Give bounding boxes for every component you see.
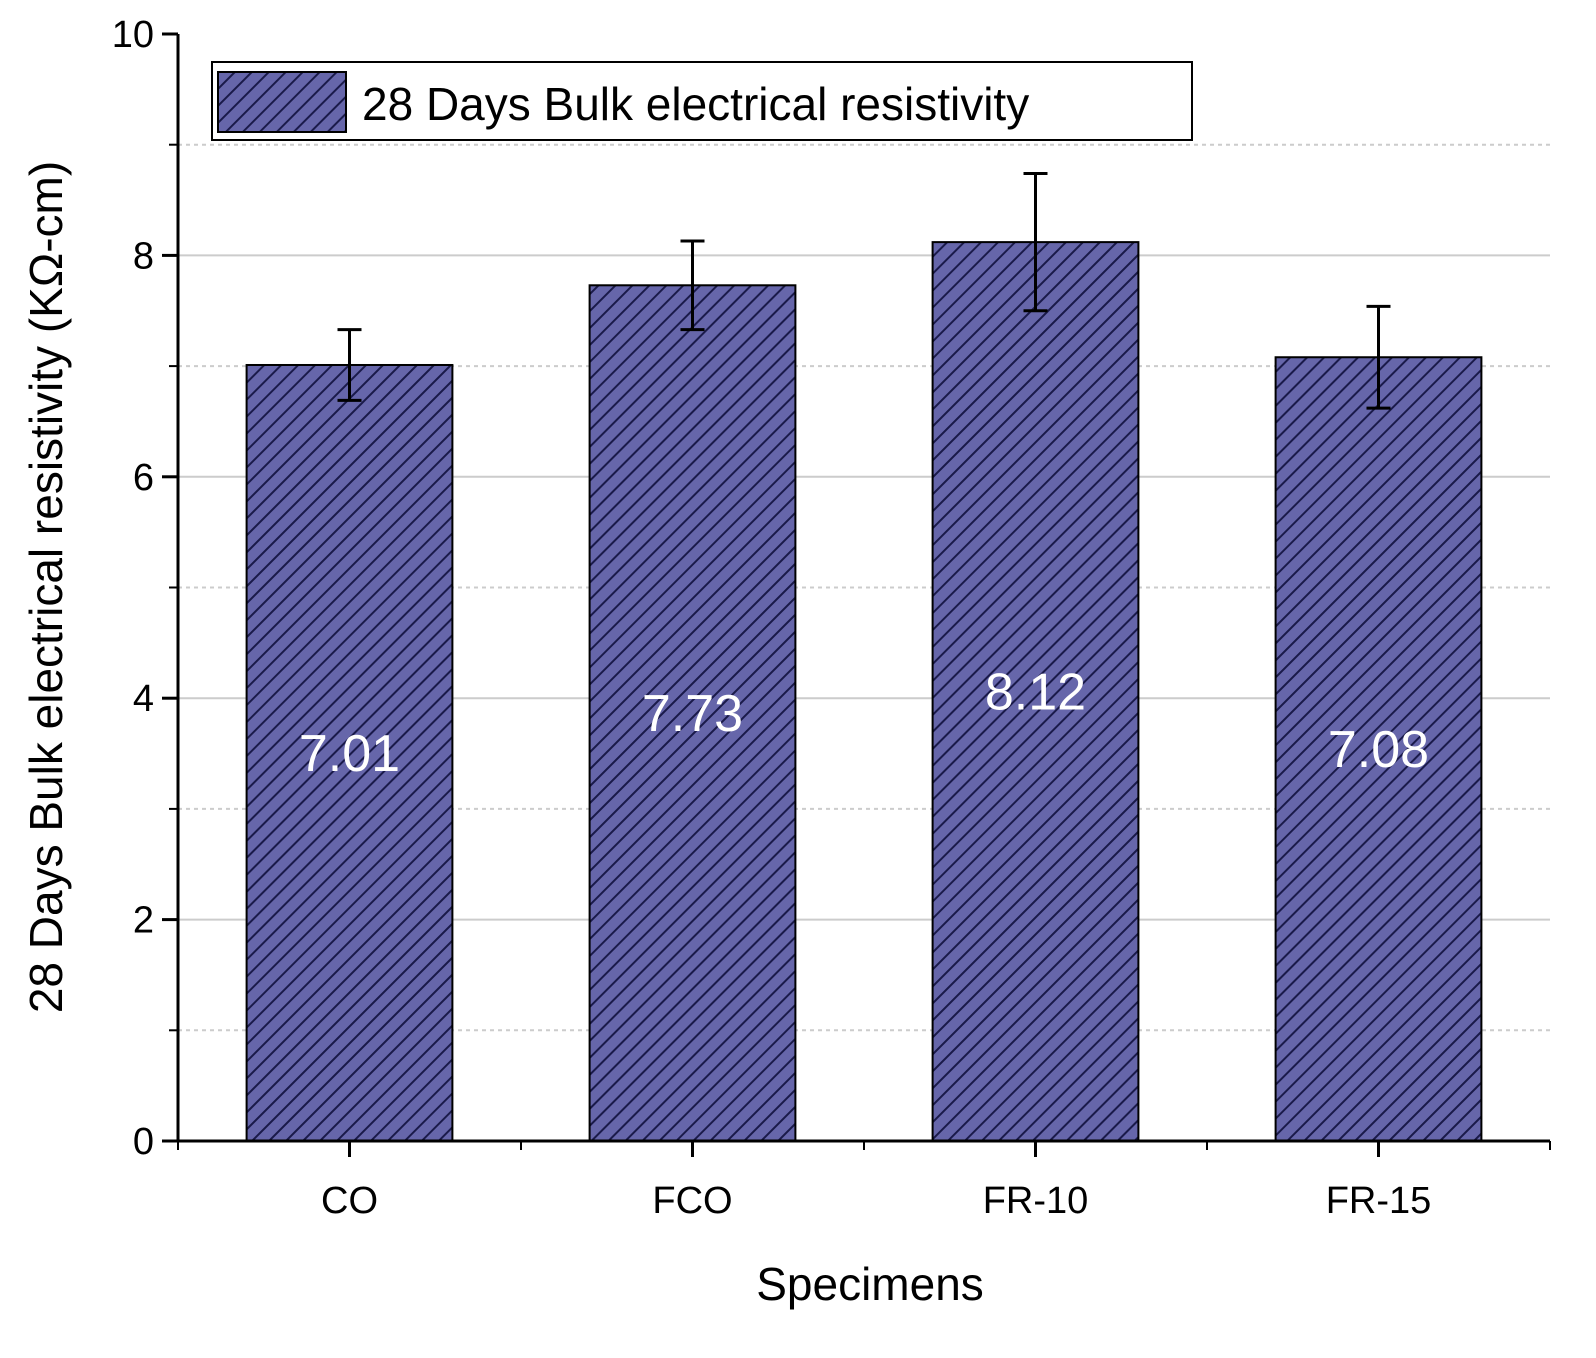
data-label-fr-10: 8.12 (985, 664, 1086, 722)
axes: CO FCO FR-10 FR-15 0 2 4 6 8 10 (112, 14, 1551, 1222)
legend: 28 Days Bulk electrical resistivity (211, 61, 1193, 141)
y-tick-label: 8 (133, 235, 154, 277)
legend-label: 28 Days Bulk electrical resistivity (362, 78, 1029, 130)
legend-box (211, 61, 1193, 141)
y-tick-label: 4 (133, 678, 154, 720)
error-bar-fr-10 (1023, 171, 1048, 313)
x-tick-label: FR-10 (983, 1180, 1089, 1222)
data-label-co: 7.01 (299, 725, 400, 783)
bar-fr-10 (931, 241, 1140, 1142)
y-tick-label: 0 (133, 1121, 154, 1163)
y-tick-label: 2 (133, 900, 154, 942)
y-axis-title: 28 Days Bulk electrical resistivity (KΩ-… (20, 161, 72, 1013)
y-tick-label: 10 (112, 14, 154, 56)
error-bar-fco (680, 239, 705, 332)
bar-co (245, 363, 454, 1143)
x-tick-label: FCO (652, 1180, 732, 1222)
error-bars (337, 171, 1391, 410)
data-label-fco: 7.73 (642, 685, 743, 743)
error-bar-fr-15 (1366, 304, 1391, 410)
x-tick-label: FR-15 (1326, 1180, 1432, 1222)
y-tick-label: 6 (133, 457, 154, 499)
data-labels: 7.01 7.73 8.12 7.08 (299, 664, 1429, 783)
x-tick-label: CO (321, 1180, 378, 1222)
data-label-fr-15: 7.08 (1328, 721, 1429, 779)
error-bar-co (337, 328, 362, 402)
legend-swatch (217, 71, 347, 133)
x-axis-title: Specimens (756, 1258, 984, 1310)
bar-fr-15 (1274, 356, 1483, 1142)
bars (245, 241, 1483, 1143)
